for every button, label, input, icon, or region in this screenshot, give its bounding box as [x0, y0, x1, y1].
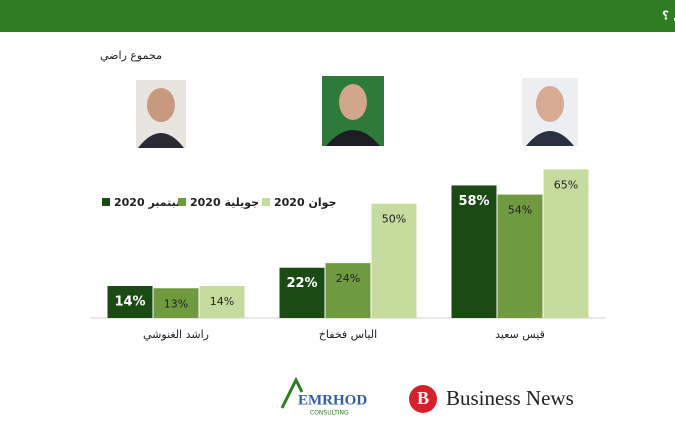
legend-label: جويلية 2020 [190, 196, 259, 209]
legend-label: سبتمبر 2020 [114, 196, 187, 209]
value-label: 54% [508, 204, 532, 217]
portrait [522, 78, 578, 146]
legend-label: جوان 2020 [274, 196, 336, 209]
value-label: 14% [114, 295, 145, 310]
logo-text: Business News [446, 386, 574, 410]
bar [199, 286, 245, 318]
bar [451, 185, 497, 318]
value-label: 14% [210, 295, 234, 308]
portrait [136, 80, 186, 148]
bar [279, 267, 325, 318]
bar [497, 194, 543, 318]
bar [153, 288, 199, 318]
value-label: 22% [286, 276, 317, 291]
chart-title: السؤال : كيفاش تقيم أداء...، يا لندرا ان… [662, 8, 675, 24]
value-label: 65% [554, 178, 578, 191]
emrhod-logo: EMRHOD CONSULTING [280, 376, 367, 417]
legend-swatch [178, 198, 186, 206]
x-tick-label: قيس سعيد [495, 328, 545, 341]
bar [543, 169, 589, 318]
logo-text: EMRHOD [298, 392, 367, 408]
value-label: 50% [382, 213, 406, 226]
value-label: 24% [336, 272, 360, 285]
header-bar [0, 0, 675, 32]
legend-swatch [102, 198, 110, 206]
value-label: 58% [458, 194, 489, 209]
svg-text:B: B [417, 388, 429, 408]
chart-subtitle: مجموع راضي [100, 49, 162, 62]
portrait [322, 76, 384, 146]
business-news-logo: B Business News [409, 385, 574, 413]
legend-swatch [262, 198, 270, 206]
x-tick-label: الياس فخفاخ [319, 328, 377, 341]
x-tick-label: راشد الغنوشي [143, 328, 209, 341]
bar [325, 263, 371, 318]
value-label: 13% [164, 297, 188, 310]
logo-text: CONSULTING [310, 410, 349, 417]
bar [371, 203, 417, 318]
bar [107, 286, 153, 318]
